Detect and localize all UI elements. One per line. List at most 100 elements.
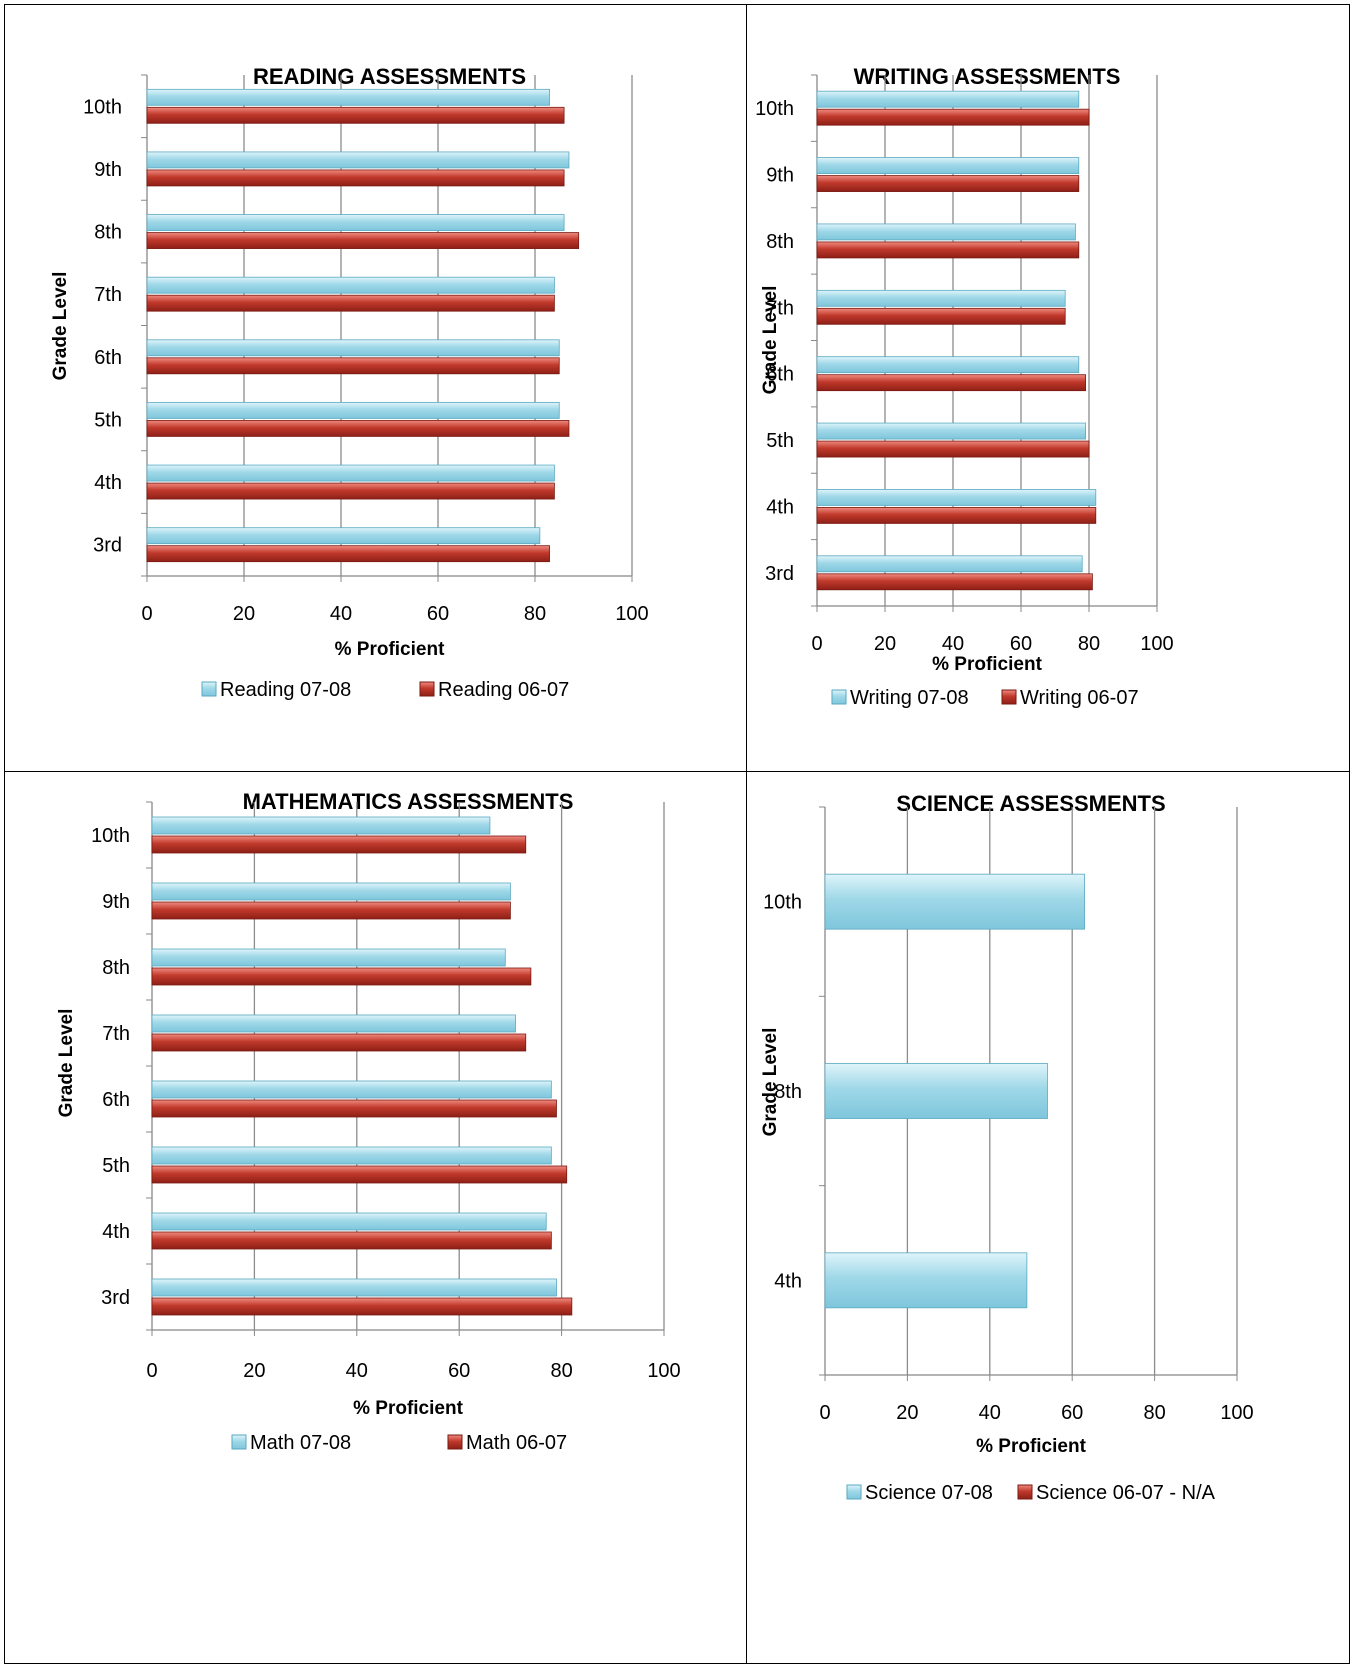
y-axis-label: Grade Level bbox=[50, 272, 71, 381]
bar bbox=[146, 88, 550, 106]
x-tick-label: 100 bbox=[647, 1360, 680, 1382]
bar bbox=[151, 1080, 552, 1099]
y-tick-label: 5th bbox=[94, 409, 122, 431]
y-axis-label: Grade Level bbox=[760, 286, 781, 395]
x-tick-label: 0 bbox=[141, 603, 152, 625]
chart-title: SCIENCE ASSESSMENTS bbox=[896, 791, 1165, 816]
bar bbox=[151, 967, 532, 986]
x-tick-label: 20 bbox=[874, 633, 896, 655]
y-tick-label: 6th bbox=[102, 1089, 130, 1111]
legend-swatch bbox=[201, 681, 217, 697]
legend-swatch bbox=[447, 1434, 463, 1450]
horizontal-divider bbox=[4, 771, 1350, 772]
bar bbox=[146, 232, 580, 249]
legend-label: Writing 06-07 bbox=[1020, 687, 1139, 709]
legend-label: Math 07-08 bbox=[250, 1432, 351, 1454]
bar bbox=[151, 1231, 552, 1250]
bar bbox=[151, 901, 511, 920]
legend-swatch bbox=[231, 1434, 247, 1450]
bar bbox=[146, 106, 565, 124]
x-tick-label: 80 bbox=[524, 603, 546, 625]
bar bbox=[816, 241, 1080, 259]
y-tick-label: 8th bbox=[774, 1081, 802, 1103]
bar bbox=[816, 157, 1080, 174]
bar bbox=[151, 882, 511, 901]
legend-swatch bbox=[419, 681, 435, 697]
writing-chart: WRITING ASSESSMENTS 0 20 40 60 80 100 3rd 4th 5th… bbox=[755, 64, 1174, 709]
bar bbox=[816, 573, 1093, 591]
x-tick-label: 40 bbox=[330, 603, 352, 625]
bar bbox=[151, 1212, 547, 1231]
y-tick-label: 3rd bbox=[765, 563, 794, 585]
bar bbox=[146, 276, 555, 294]
y-tick-label: 7th bbox=[94, 284, 122, 306]
legend-swatch bbox=[846, 1484, 862, 1500]
bar bbox=[816, 90, 1080, 108]
y-tick-label: 10th bbox=[83, 96, 122, 118]
x-tick-label: 40 bbox=[942, 633, 964, 655]
y-tick-label: 10th bbox=[91, 825, 130, 847]
y-tick-label: 9th bbox=[766, 165, 794, 187]
bar bbox=[146, 339, 560, 357]
x-tick-label: 60 bbox=[1061, 1402, 1083, 1424]
x-tick-label: 40 bbox=[979, 1402, 1001, 1424]
x-tick-label: 0 bbox=[819, 1402, 830, 1424]
y-tick-label: 7th bbox=[102, 1023, 130, 1045]
legend-label: Science 06-07 - N/A bbox=[1036, 1482, 1216, 1504]
y-tick-label: 10th bbox=[763, 892, 802, 914]
bar bbox=[816, 223, 1076, 241]
x-tick-label: 100 bbox=[615, 603, 648, 625]
bar bbox=[816, 555, 1083, 573]
x-tick-label: 20 bbox=[243, 1360, 265, 1382]
x-tick-label: 100 bbox=[1220, 1402, 1253, 1424]
bar bbox=[816, 289, 1066, 307]
y-tick-label: 6th bbox=[766, 364, 794, 386]
y-tick-label: 5th bbox=[766, 430, 794, 452]
bar bbox=[146, 357, 560, 375]
bar bbox=[816, 307, 1066, 325]
bar bbox=[151, 948, 506, 967]
legend-label: Reading 06-07 bbox=[438, 679, 569, 701]
bar bbox=[146, 464, 555, 482]
x-axis-label: % Proficient bbox=[976, 1436, 1086, 1457]
bar bbox=[146, 151, 570, 169]
bar bbox=[151, 1014, 516, 1033]
y-tick-label: 4th bbox=[94, 472, 122, 494]
bar bbox=[151, 816, 491, 835]
y-tick-label: 3rd bbox=[101, 1287, 130, 1309]
bar bbox=[824, 1252, 1028, 1309]
bar bbox=[146, 294, 555, 312]
bar bbox=[146, 545, 550, 563]
legend-label: Math 06-07 bbox=[466, 1432, 567, 1454]
bar bbox=[146, 169, 565, 187]
bar bbox=[824, 873, 1085, 930]
bar bbox=[151, 1297, 573, 1316]
x-tick-label: 40 bbox=[346, 1360, 368, 1382]
x-tick-label: 80 bbox=[1078, 633, 1100, 655]
x-tick-label: 80 bbox=[550, 1360, 572, 1382]
chart-title: READING ASSESSMENTS bbox=[253, 64, 526, 89]
x-tick-label: 60 bbox=[427, 603, 449, 625]
y-tick-label: 5th bbox=[102, 1155, 130, 1177]
y-tick-label: 9th bbox=[102, 891, 130, 913]
bar bbox=[824, 1063, 1048, 1119]
y-tick-label: 6th bbox=[94, 347, 122, 369]
y-tick-label: 10th bbox=[755, 98, 794, 120]
bar bbox=[816, 356, 1080, 374]
x-axis-label: % Proficient bbox=[335, 639, 445, 660]
bar bbox=[151, 1099, 557, 1118]
x-tick-label: 20 bbox=[896, 1402, 918, 1424]
bar bbox=[816, 440, 1090, 458]
legend-swatch bbox=[1017, 1484, 1033, 1500]
bar bbox=[151, 1033, 527, 1052]
y-tick-label: 8th bbox=[102, 957, 130, 979]
x-tick-label: 60 bbox=[448, 1360, 470, 1382]
y-tick-label: 4th bbox=[766, 496, 794, 518]
y-tick-label: 4th bbox=[774, 1270, 802, 1292]
y-tick-label: 9th bbox=[94, 159, 122, 181]
y-tick-label: 3rd bbox=[93, 535, 122, 557]
legend-label: Writing 07-08 bbox=[850, 687, 969, 709]
chart-title: MATHEMATICS ASSESSMENTS bbox=[243, 789, 574, 814]
bar bbox=[816, 175, 1080, 192]
